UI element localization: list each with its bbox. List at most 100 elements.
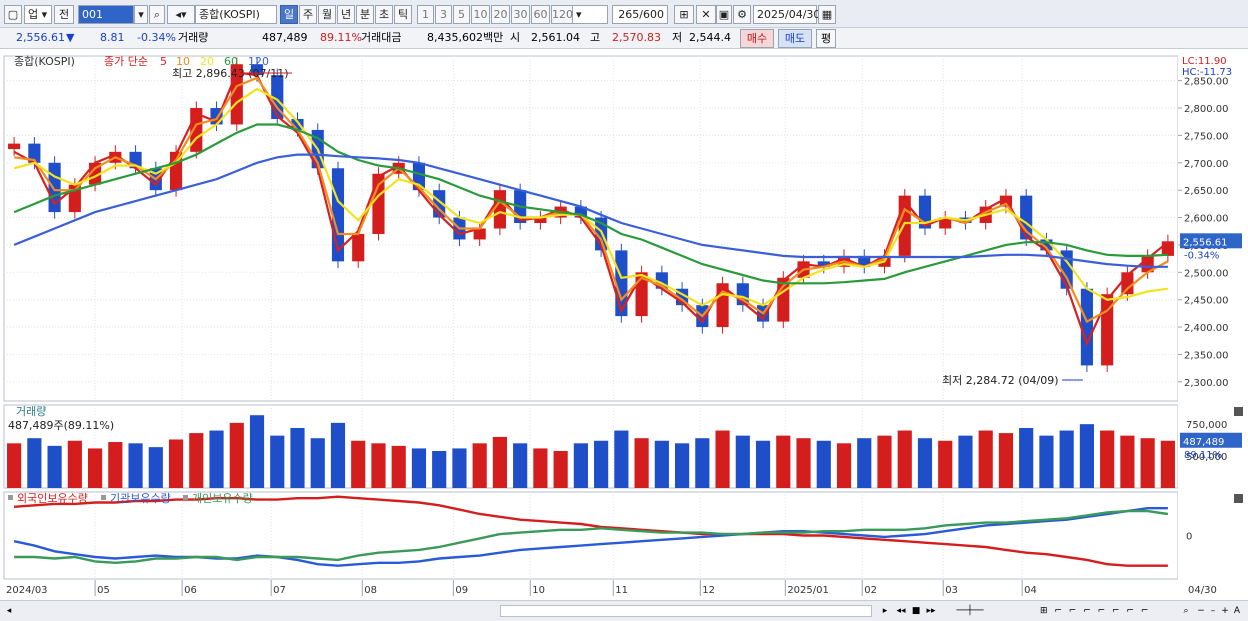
sell-button[interactable]: 매도	[778, 29, 812, 48]
drawing-tools-icon[interactable]: ⊞ ⌐ ⌐ ⌐ ⌐ ⌐ ⌐ ⌐	[1040, 606, 1151, 616]
x-tick-label: 09	[455, 585, 468, 596]
extra-select[interactable]: ▾	[572, 5, 608, 24]
quote-price: 2,556.61	[16, 31, 65, 44]
x-tick-label: 08	[364, 585, 377, 596]
quote-volume: 487,489	[262, 31, 308, 44]
zoom-icon[interactable]: ⌕	[1183, 606, 1189, 616]
scroll-left-icon[interactable]: ◂	[6, 606, 12, 616]
interval-button-20[interactable]: 20	[491, 5, 510, 24]
last-icon[interactable]: ▸▸	[926, 606, 936, 616]
candle	[999, 195, 1013, 207]
code-input[interactable]: 001	[78, 5, 134, 24]
avg-button[interactable]: 평	[816, 29, 836, 48]
candle	[1020, 195, 1033, 240]
amount-label: 거래대금	[361, 31, 402, 44]
prev-button[interactable]: 전	[54, 5, 74, 24]
x-tick-label: 04	[1024, 585, 1037, 596]
count-field[interactable]: 265/600	[612, 5, 668, 24]
volume-bar	[452, 448, 467, 488]
volume-bar	[310, 438, 325, 488]
hold-y-tick-label: 0	[1186, 532, 1192, 543]
volume-bar	[695, 438, 710, 488]
last-volume-box	[1180, 432, 1242, 448]
period-tab-2[interactable]: 월	[318, 5, 336, 24]
volume-bar	[290, 427, 305, 488]
interval-button-60[interactable]: 60	[531, 5, 550, 24]
holding-line-0	[14, 495, 1168, 567]
interval-button-3[interactable]: 3	[435, 5, 452, 24]
buy-button[interactable]: 매수	[740, 29, 774, 48]
ma-period-60: 60	[224, 55, 238, 68]
font-icon[interactable]: A	[1233, 606, 1241, 616]
save-icon[interactable]: ▣	[716, 5, 732, 24]
gear-icon[interactable]: ⚙	[733, 5, 751, 24]
period-tab-4[interactable]: 분	[356, 5, 374, 24]
period-tab-6[interactable]: 틱	[394, 5, 412, 24]
calendar-icon[interactable]: ▦	[818, 5, 836, 24]
period-tab-5[interactable]: 초	[375, 5, 393, 24]
minus-icon[interactable]: −	[1197, 606, 1205, 616]
hc-label: HC:-11.73	[1182, 67, 1232, 78]
y-tick-label: 2,700.00	[1184, 159, 1229, 170]
x-tick-label: 04/30	[1188, 585, 1217, 596]
period-tab-1[interactable]: 주	[299, 5, 317, 24]
window-icon[interactable]: ▢	[4, 5, 22, 24]
volume-bar	[330, 422, 346, 488]
market-select[interactable]: 업 ▾	[24, 5, 52, 24]
volume-bar	[432, 450, 447, 488]
y-tick-label: 2,750.00	[1184, 131, 1229, 142]
stop-icon[interactable]: ■	[911, 606, 921, 616]
volume-bar	[1079, 424, 1094, 488]
plus-icon[interactable]: +	[1221, 606, 1229, 616]
panel-close-icon-1[interactable]	[1234, 494, 1243, 503]
stock-chart[interactable]: 2024/03 05 06 07 08 09 10 11 12 2025/01 02 03 04 04/3…	[0, 49, 1248, 600]
x-tick-label: 03	[945, 585, 958, 596]
scroll-thumb[interactable]	[500, 605, 872, 617]
search-icon[interactable]: ⌕	[149, 5, 165, 24]
quote-high: 2,570.83	[612, 31, 661, 44]
candle	[473, 228, 486, 240]
volume-bar	[715, 430, 730, 488]
volume-bar	[1120, 435, 1135, 488]
zoom-slider[interactable]: ──┼──	[956, 606, 984, 616]
interval-button-30[interactable]: 30	[511, 5, 530, 24]
volume-bar	[128, 443, 143, 488]
interval-button-120[interactable]: 120	[551, 5, 573, 24]
volume-bar	[492, 436, 507, 488]
candle	[372, 173, 385, 234]
volume-bar	[371, 443, 386, 488]
chart-type-icon[interactable]: ⊞	[674, 5, 694, 24]
horizontal-scrollbar[interactable]: ◂ ▸ ◂◂ ■ ▸▸ ──┼── ⊞ ⌐ ⌐ ⌐ ⌐ ⌐ ⌐ ⌐ ⌕ − – …	[0, 600, 1248, 621]
tools-icon[interactable]: ✕	[696, 5, 716, 24]
y-tick-label: 2,450.00	[1184, 296, 1229, 307]
volume-bar	[27, 438, 42, 488]
volume-bar	[857, 438, 872, 488]
speaker-icon[interactable]: ◂▾	[167, 5, 195, 24]
dropdown-icon[interactable]: ▾	[134, 5, 148, 24]
period-tab-3[interactable]: 년	[337, 5, 355, 24]
volume-bar	[168, 439, 184, 488]
legend-marker	[101, 495, 106, 500]
period-tab-0[interactable]: 일	[280, 5, 298, 24]
scroll-right-icon[interactable]: ▸	[882, 606, 888, 616]
volume-bar	[998, 433, 1014, 488]
date-field[interactable]: 2025/04/30	[753, 5, 820, 24]
ma-line-5	[13, 71, 1169, 347]
ma-period-120: 120	[248, 55, 269, 68]
right-axis-bg	[1178, 49, 1248, 600]
panel-close-icon-0[interactable]	[1234, 407, 1243, 416]
toolbar: ▢ 업 ▾ 전 001 ▾ ⌕ ◂▾ 종합(KOSPI) ▾ 265/600 ⊞…	[0, 0, 1248, 28]
dash-icon[interactable]: –	[1210, 606, 1216, 616]
interval-button-10[interactable]: 10	[471, 5, 490, 24]
candle	[1040, 239, 1053, 251]
volume-panel-title: 거래량	[16, 405, 46, 418]
interval-button-5[interactable]: 5	[453, 5, 470, 24]
y-tick-label: 2,850.00	[1184, 77, 1229, 88]
holding-legend-1: 기관보유수량	[110, 492, 171, 505]
x-tick-label: 05	[97, 585, 110, 596]
last-price-label: 2,556.61	[1183, 237, 1228, 248]
interval-button-1[interactable]: 1	[417, 5, 434, 24]
first-icon[interactable]: ◂◂	[896, 606, 906, 616]
quote-low: 2,544.4	[689, 31, 731, 44]
volume-bar	[47, 445, 62, 488]
